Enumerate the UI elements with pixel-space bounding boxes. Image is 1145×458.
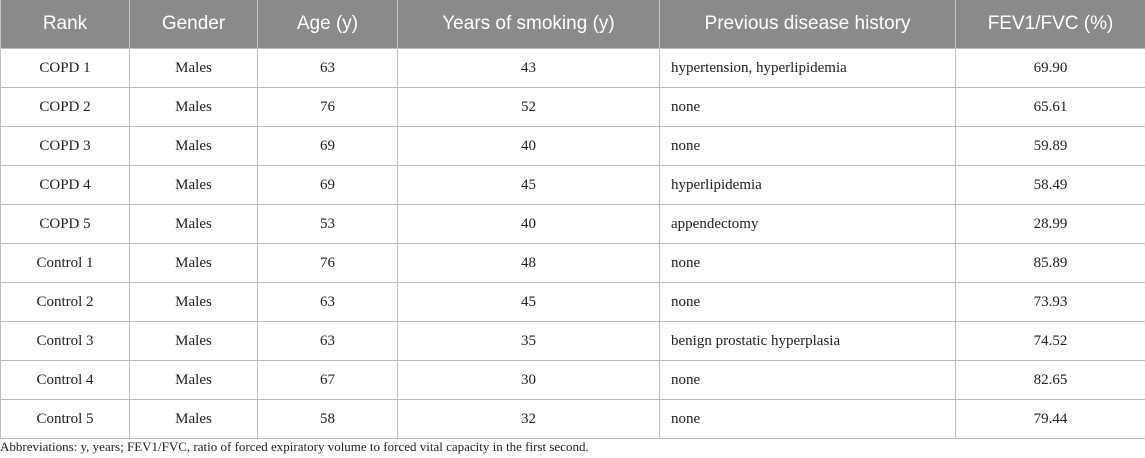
cell-disease-history: none	[659, 282, 956, 322]
data-table-container: Rank Gender Age (y) Years of smoking (y)…	[0, 0, 1145, 439]
table-row: Control 2 Males 63 45 none 73.93	[0, 282, 1145, 322]
cell-rank: COPD 3	[0, 126, 130, 166]
column-header-gender: Gender	[129, 0, 258, 49]
cell-gender: Males	[129, 126, 258, 166]
cell-gender: Males	[129, 243, 258, 283]
cell-fev1-fvc: 69.90	[955, 48, 1145, 88]
cell-years-smoking: 40	[397, 126, 660, 166]
table-footnote: Abbreviations: y, years; FEV1/FVC, ratio…	[0, 439, 589, 454]
cell-fev1-fvc: 74.52	[955, 321, 1145, 361]
cell-age: 63	[257, 321, 398, 361]
cell-gender: Males	[129, 399, 258, 439]
cell-gender: Males	[129, 282, 258, 322]
cell-fev1-fvc: 65.61	[955, 87, 1145, 127]
cell-years-smoking: 40	[397, 204, 660, 244]
cell-rank: Control 2	[0, 282, 130, 322]
table-row: COPD 5 Males 53 40 appendectomy 28.99	[0, 204, 1145, 244]
cell-disease-history: none	[659, 399, 956, 439]
cell-years-smoking: 45	[397, 165, 660, 205]
cell-age: 67	[257, 360, 398, 400]
cell-fev1-fvc: 79.44	[955, 399, 1145, 439]
table-body: COPD 1 Males 63 43 hypertension, hyperli…	[0, 48, 1145, 439]
cell-gender: Males	[129, 48, 258, 88]
cell-years-smoking: 45	[397, 282, 660, 322]
table-row: Control 1 Males 76 48 none 85.89	[0, 243, 1145, 283]
table-row: Control 3 Males 63 35 benign prostatic h…	[0, 321, 1145, 361]
cell-fev1-fvc: 73.93	[955, 282, 1145, 322]
column-header-disease-history: Previous disease history	[659, 0, 956, 49]
table-row: Control 5 Males 58 32 none 79.44	[0, 399, 1145, 439]
cell-age: 63	[257, 282, 398, 322]
cell-age: 63	[257, 48, 398, 88]
cell-rank: COPD 1	[0, 48, 130, 88]
cell-age: 69	[257, 126, 398, 166]
table-row: COPD 2 Males 76 52 none 65.61	[0, 87, 1145, 127]
cell-fev1-fvc: 82.65	[955, 360, 1145, 400]
cell-disease-history: none	[659, 360, 956, 400]
cell-rank: COPD 5	[0, 204, 130, 244]
table-row: Control 4 Males 67 30 none 82.65	[0, 360, 1145, 400]
cell-years-smoking: 30	[397, 360, 660, 400]
cell-rank: Control 5	[0, 399, 130, 439]
column-header-years-smoking: Years of smoking (y)	[397, 0, 660, 49]
cell-fev1-fvc: 28.99	[955, 204, 1145, 244]
cell-gender: Males	[129, 321, 258, 361]
table-header: Rank Gender Age (y) Years of smoking (y)…	[0, 0, 1145, 49]
cell-years-smoking: 52	[397, 87, 660, 127]
cell-rank: Control 3	[0, 321, 130, 361]
cell-gender: Males	[129, 87, 258, 127]
cell-years-smoking: 32	[397, 399, 660, 439]
cell-years-smoking: 35	[397, 321, 660, 361]
cell-gender: Males	[129, 360, 258, 400]
cell-fev1-fvc: 85.89	[955, 243, 1145, 283]
cell-age: 53	[257, 204, 398, 244]
cell-fev1-fvc: 59.89	[955, 126, 1145, 166]
table-row: COPD 3 Males 69 40 none 59.89	[0, 126, 1145, 166]
cell-gender: Males	[129, 165, 258, 205]
cell-years-smoking: 48	[397, 243, 660, 283]
table-row: COPD 4 Males 69 45 hyperlipidemia 58.49	[0, 165, 1145, 205]
column-header-rank: Rank	[0, 0, 130, 49]
cell-disease-history: none	[659, 126, 956, 166]
cell-age: 69	[257, 165, 398, 205]
cell-disease-history: hyperlipidemia	[659, 165, 956, 205]
cell-disease-history: hypertension, hyperlipidemia	[659, 48, 956, 88]
table-row: COPD 1 Males 63 43 hypertension, hyperli…	[0, 48, 1145, 88]
header-row: Rank Gender Age (y) Years of smoking (y)…	[0, 0, 1145, 49]
cell-disease-history: benign prostatic hyperplasia	[659, 321, 956, 361]
column-header-fev1-fvc: FEV1/FVC (%)	[955, 0, 1145, 49]
cell-disease-history: none	[659, 87, 956, 127]
cell-years-smoking: 43	[397, 48, 660, 88]
cell-disease-history: appendectomy	[659, 204, 956, 244]
column-header-age: Age (y)	[257, 0, 398, 49]
patient-characteristics-table: Rank Gender Age (y) Years of smoking (y)…	[0, 0, 1145, 439]
cell-disease-history: none	[659, 243, 956, 283]
cell-age: 76	[257, 243, 398, 283]
cell-rank: Control 4	[0, 360, 130, 400]
cell-fev1-fvc: 58.49	[955, 165, 1145, 205]
cell-rank: COPD 2	[0, 87, 130, 127]
cell-age: 58	[257, 399, 398, 439]
cell-rank: Control 1	[0, 243, 130, 283]
cell-rank: COPD 4	[0, 165, 130, 205]
cell-gender: Males	[129, 204, 258, 244]
cell-age: 76	[257, 87, 398, 127]
